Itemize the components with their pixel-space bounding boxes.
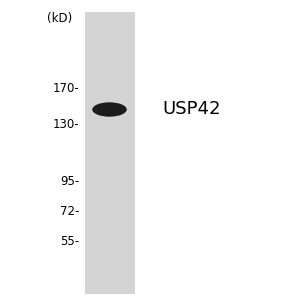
Text: 95-: 95- [60, 175, 80, 188]
FancyBboxPatch shape [85, 12, 135, 294]
Text: 130-: 130- [53, 118, 80, 131]
Text: 72-: 72- [60, 205, 80, 218]
Text: USP42: USP42 [162, 100, 220, 118]
Text: (kD): (kD) [47, 12, 73, 25]
Text: 55-: 55- [60, 235, 80, 248]
Ellipse shape [92, 102, 127, 117]
Text: 170-: 170- [53, 82, 80, 95]
